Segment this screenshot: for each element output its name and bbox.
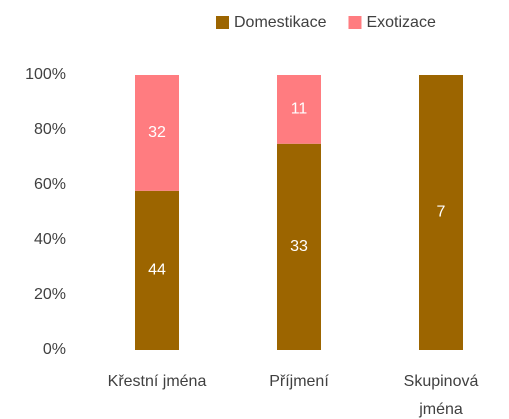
- y-tick-label: 0%: [43, 341, 66, 358]
- data-label: 11: [291, 101, 308, 118]
- legend-swatch: [216, 16, 229, 29]
- y-tick-label: 60%: [34, 176, 66, 193]
- bar-segment: [277, 143, 321, 350]
- y-tick-label: 100%: [25, 66, 66, 83]
- legend-label: Domestikace: [234, 14, 327, 31]
- data-label: 33: [290, 238, 308, 255]
- legend-swatch: [348, 16, 362, 29]
- bar-segment: [135, 190, 179, 350]
- y-tick-label: 20%: [34, 286, 66, 303]
- bar-segment: [419, 75, 463, 350]
- data-label: 32: [148, 124, 166, 141]
- data-label: 44: [148, 262, 166, 279]
- y-tick-label: 80%: [34, 121, 66, 138]
- y-tick-label: 40%: [34, 231, 66, 248]
- bar-segment: [277, 75, 321, 144]
- x-tick-label: Skupinová jména: [403, 373, 479, 418]
- data-label: 7: [437, 204, 446, 221]
- bar-segment: [135, 75, 179, 191]
- legend-label: Exotizace: [366, 14, 435, 31]
- x-tick-label: Křestní jména: [107, 373, 207, 390]
- x-tick-label: Příjmení: [269, 373, 329, 390]
